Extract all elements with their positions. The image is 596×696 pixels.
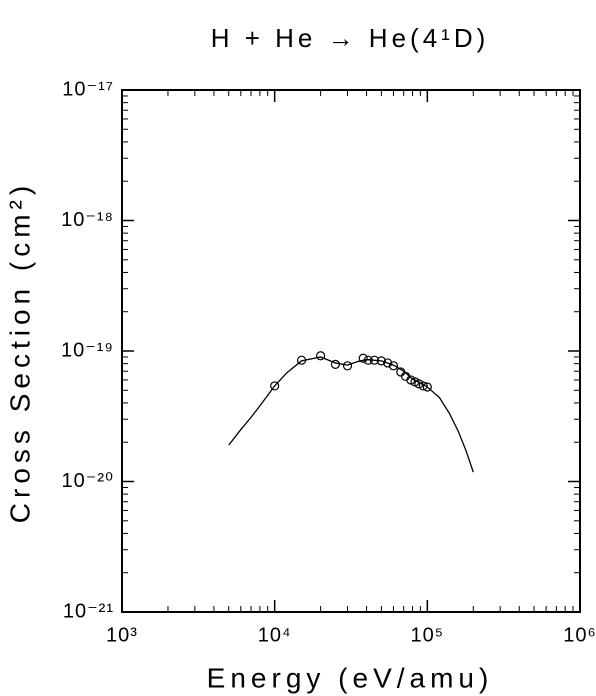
chart-title: H + He → He(4¹D) — [211, 23, 490, 53]
x-axis-label: Energy (eV/amu) — [207, 662, 494, 693]
data-point — [383, 358, 393, 368]
data-point — [358, 353, 368, 363]
data-point — [316, 351, 326, 361]
data-point — [369, 355, 379, 365]
data-point — [296, 355, 307, 365]
y-tick-label: 10⁻²¹ — [63, 600, 114, 622]
data-point — [270, 381, 280, 391]
data-point — [414, 379, 424, 389]
y-tick-label: 10⁻¹⁹ — [61, 339, 114, 361]
x-tick-label: 10³ — [106, 624, 138, 646]
x-tick-label: 10⁶ — [563, 624, 596, 646]
y-axis-label: Cross Section (cm²) — [4, 181, 35, 523]
data-point — [363, 355, 373, 365]
y-tick-label: 10⁻²⁰ — [62, 470, 114, 492]
x-tick-label: 10⁵ — [411, 624, 445, 646]
plot-frame — [121, 89, 581, 613]
data-point — [418, 381, 428, 391]
data-point — [388, 361, 399, 371]
data-point — [342, 361, 353, 371]
y-tick-label: 10⁻¹⁷ — [62, 78, 114, 100]
fit-line — [228, 356, 474, 473]
data-point — [406, 375, 416, 385]
y-tick-label: 10⁻¹⁸ — [61, 209, 114, 231]
data-point — [376, 356, 386, 366]
x-tick-label: 10⁴ — [258, 624, 292, 646]
data-point — [422, 382, 432, 392]
data-point — [330, 359, 341, 369]
